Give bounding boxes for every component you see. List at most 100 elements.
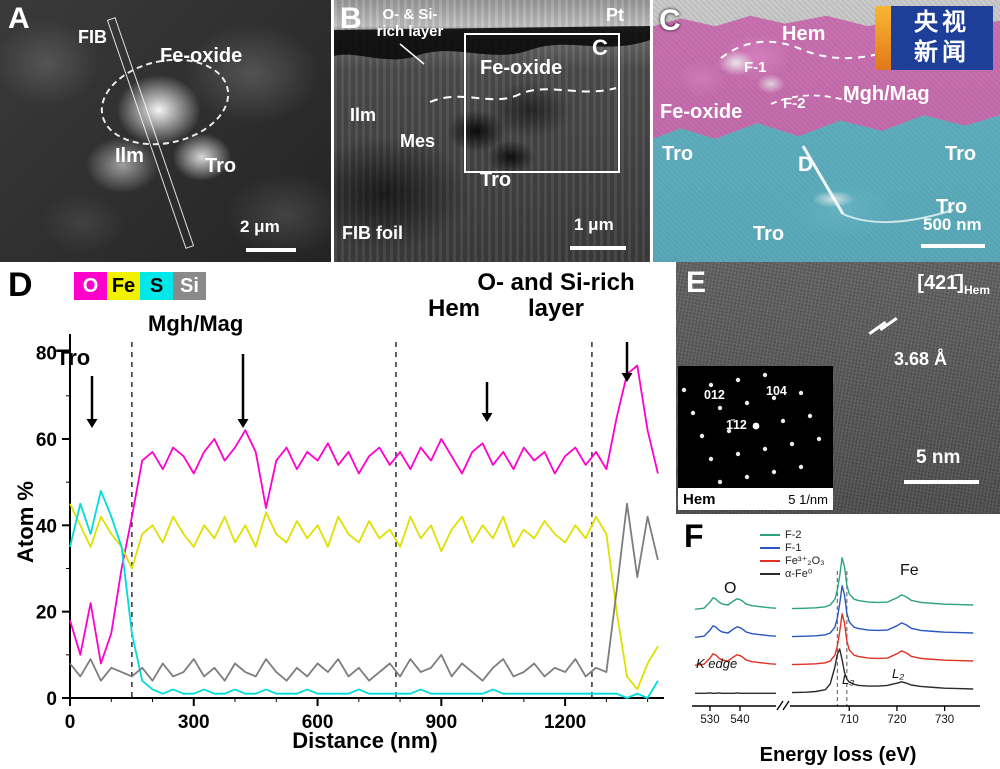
diffraction-spot	[816, 436, 822, 442]
x-tick-label: 0	[65, 712, 76, 733]
series-Si	[69, 502, 659, 682]
label-mes: Mes	[400, 131, 436, 151]
diffraction-spot	[690, 410, 696, 416]
label-d-site: D	[798, 153, 814, 176]
cctv-news-watermark: 央视 新闻	[875, 6, 993, 70]
x-tick-label: 540	[730, 714, 749, 726]
panel-letter-d: D	[8, 266, 33, 304]
x-tick-label: 730	[935, 714, 954, 726]
x-tick-label: 600	[302, 712, 334, 733]
x-tick-label: 530	[700, 714, 719, 726]
x-axis-title: Distance (nm)	[292, 728, 438, 753]
label-tro: Tro	[753, 223, 785, 245]
saed-inset: 012 104 1̄12 Hem 5 1/nm	[678, 366, 833, 510]
spectrum-fe-F-2	[791, 557, 974, 610]
label-c-box: C	[592, 35, 608, 60]
label-fib-foil: FIB foil	[342, 223, 403, 243]
inset-footer: Hem 5 1/nm	[678, 488, 833, 510]
label-tro: Tro	[662, 143, 694, 165]
x-tick-label: 720	[887, 714, 906, 726]
watermark-orange-strip	[875, 6, 891, 70]
diffraction-spot	[798, 390, 804, 396]
panel-b-tem-cross-section: B O- & Si- rich layer Pt C Fe-oxide Ilm …	[334, 0, 650, 262]
axis-break	[782, 700, 790, 711]
scale-bar	[246, 248, 296, 252]
label-ilm: Ilm	[115, 145, 144, 167]
vein-line	[842, 209, 954, 224]
diffraction-spot	[699, 433, 705, 439]
label-mgh-mag: Mgh/Mag	[843, 83, 930, 105]
inset-phase-label: Hem	[683, 490, 716, 508]
annotation-arrowhead	[621, 373, 633, 382]
panel-letter-b: B	[340, 2, 362, 35]
inset-scale-label: 5 1/nm	[788, 491, 828, 507]
label-pointer-line	[399, 43, 425, 65]
x-tick-label: 300	[178, 712, 210, 733]
zone-axis-label: [421̄]Hem	[917, 272, 990, 297]
legend-label: F-1	[785, 541, 802, 554]
label-tro: Tro	[945, 143, 977, 165]
legend-item-O: O	[74, 272, 107, 300]
legend-label: α-Fe⁰	[785, 568, 813, 580]
label-fib: FIB	[78, 27, 107, 47]
legend-line	[760, 572, 780, 575]
scale-bar	[904, 480, 979, 484]
diffraction-spot	[771, 469, 777, 475]
panel-e-hrtem-image: E [421̄]Hem 3.68 Å 012 104 1̄12 Hem 5 1/…	[676, 262, 1000, 514]
series-S	[69, 489, 659, 699]
annotation-arrowhead	[481, 413, 493, 422]
y-tick-label: 0	[46, 689, 57, 710]
d-spacing-value: 3.68 Å	[894, 349, 948, 369]
spectrum-fe-F-1	[791, 585, 974, 638]
legend-line	[760, 559, 780, 562]
label-fe-oxide: Fe-oxide	[660, 101, 743, 123]
spectrum-o-F-1	[694, 625, 777, 638]
label-fe-oxide: Fe-oxide	[160, 45, 243, 67]
chart-annotation: Mgh/Mag	[148, 311, 244, 336]
scale-bar-label: 2 μm	[240, 217, 280, 236]
diffraction-spot	[762, 372, 768, 378]
region-c-box	[464, 33, 620, 173]
panel-c-overlay	[720, 40, 954, 224]
label-f1: F-1	[744, 59, 767, 76]
diffraction-spot	[789, 441, 795, 447]
diffraction-spot	[735, 451, 741, 457]
spectrum-o-F-2	[694, 597, 777, 610]
label-l3: L₃	[842, 672, 855, 687]
chart-annotation: O- and Si-rich layer	[477, 269, 635, 323]
scale-bar-label: 500 nm	[923, 215, 982, 234]
panel-f-eels-spectra: 530 540 710 720 730 F F-2 F-1 Fe³⁺₂O₃ α-Fe⁰ O K…	[676, 516, 1000, 769]
spectra-legend: F-2 F-1 Fe³⁺₂O₃ α-Fe⁰	[760, 528, 825, 580]
label-o-edge: O	[724, 580, 737, 597]
y-axis-title: Atom %	[13, 481, 38, 563]
spectrum-fe-Fe³⁺₂O₃	[791, 613, 974, 666]
x-axis-title: Energy loss (eV)	[759, 744, 917, 766]
legend-line	[760, 546, 780, 549]
dashed-hem-boundary	[720, 40, 904, 60]
panel-d-linescan-chart: 0 300 600 900 1200 0 20 40 60 80 Tro Mgh/Mag Hem O- …	[0, 262, 674, 769]
scale-bar	[570, 246, 626, 250]
label-k-edge: K edge	[696, 656, 738, 671]
spot-label-104: 104	[766, 384, 787, 398]
annotation-arrowhead	[237, 419, 249, 428]
diffraction-spot	[735, 377, 741, 383]
x-tick-label: 1200	[544, 712, 586, 733]
watermark-text-box: 央视 新闻	[891, 6, 993, 70]
chart-annotation: Tro	[56, 345, 91, 370]
panel-letter-a: A	[8, 2, 30, 35]
scale-bar	[921, 244, 985, 248]
label-hem: Hem	[782, 23, 826, 45]
diffraction-spot	[717, 405, 723, 411]
legend-item-S: S	[140, 272, 173, 300]
legend-label: F-2	[785, 528, 802, 541]
annotation-arrowhead	[86, 419, 98, 428]
diffraction-spot	[744, 474, 750, 480]
diffraction-spot	[717, 479, 723, 485]
scale-bar-label: 5 nm	[916, 447, 961, 468]
label-l2: L₂	[892, 666, 905, 681]
panel-c-false-color-tem: C 央视 新闻 Hem F-1 F-2 Mgh/Mag Fe-oxide Tro…	[653, 0, 1000, 262]
diffraction-spot	[681, 387, 687, 393]
series-Fe	[69, 503, 659, 691]
y-tick-label: 60	[36, 430, 57, 451]
